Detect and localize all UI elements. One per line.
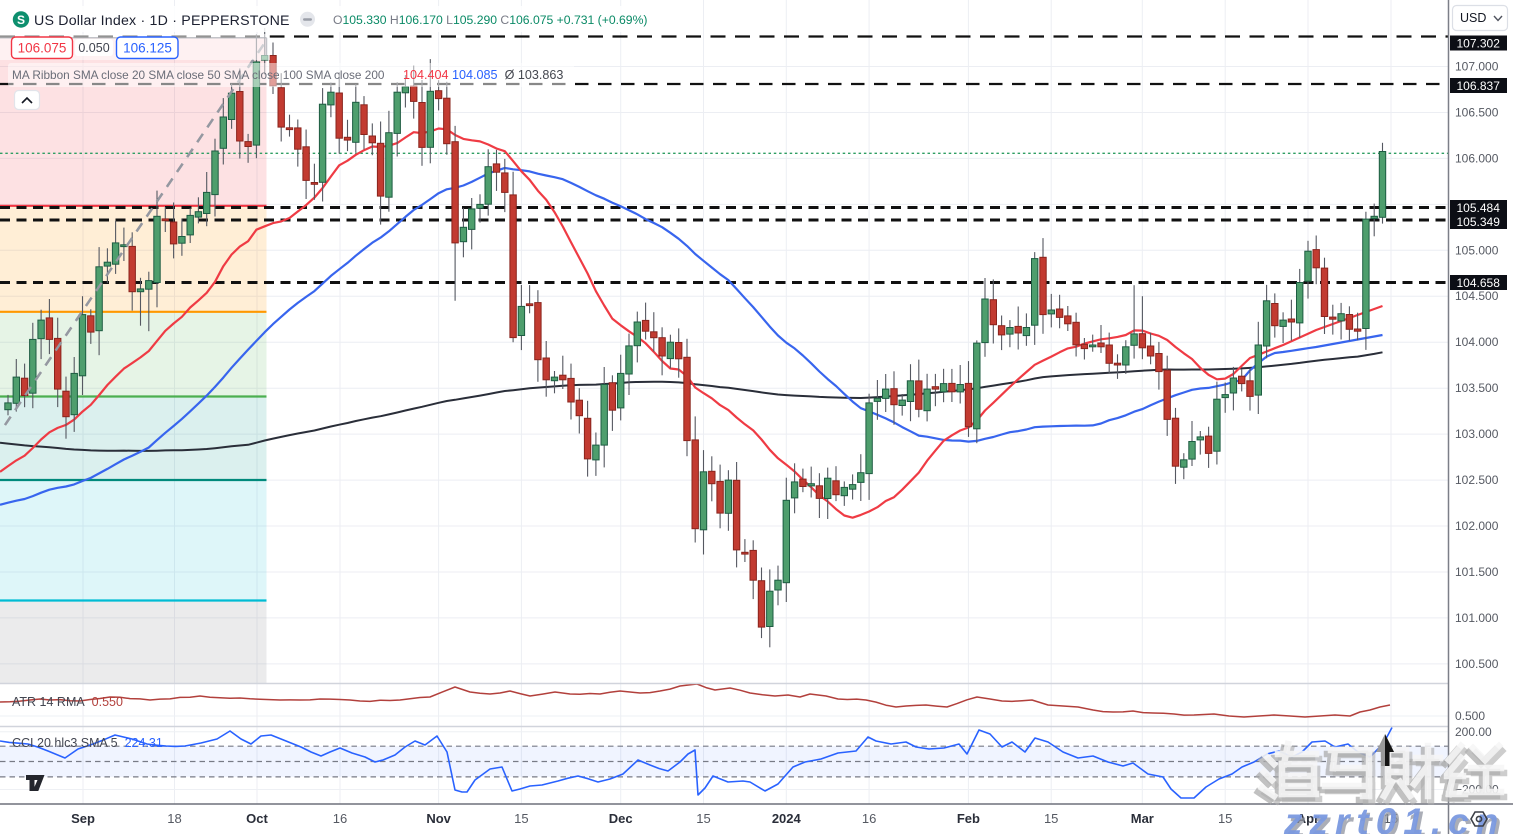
svg-text:S: S [17, 13, 25, 27]
svg-text:104.404 104.085 Ø 103.863: 104.404 104.085 Ø 103.863 [403, 68, 563, 82]
svg-text:Dec: Dec [609, 811, 633, 826]
svg-text:103.000: 103.000 [1455, 427, 1499, 441]
svg-text:106.075: 106.075 [18, 41, 67, 56]
svg-text:102.500: 102.500 [1455, 473, 1499, 487]
svg-text:15: 15 [1218, 811, 1232, 826]
svg-text:0.500: 0.500 [1455, 709, 1485, 723]
svg-text:MA Ribbon SMA close 20 SMA clo: MA Ribbon SMA close 20 SMA close 50 SMA … [12, 68, 385, 82]
svg-text:200.00: 200.00 [1455, 725, 1492, 739]
svg-text:16: 16 [333, 811, 347, 826]
svg-text:15: 15 [1044, 811, 1058, 826]
svg-text:15: 15 [1384, 811, 1398, 826]
svg-text:0.050: 0.050 [78, 41, 109, 55]
svg-text:Oct: Oct [246, 811, 268, 826]
svg-text:O105.330 H106.170 L105.290 C10: O105.330 H106.170 L105.290 C106.075 +0.7… [333, 13, 647, 27]
svg-text:zzrt01.cn: zzrt01.cn [1283, 801, 1505, 834]
svg-text:106.125: 106.125 [123, 41, 172, 56]
svg-text:101.500: 101.500 [1455, 565, 1499, 579]
svg-text:100.500: 100.500 [1455, 657, 1499, 671]
svg-text:105.484: 105.484 [1457, 201, 1501, 215]
svg-text:18: 18 [167, 811, 181, 826]
svg-text:15: 15 [696, 811, 710, 826]
svg-text:CCI 20 hlc3 SMA 5 224.31: CCI 20 hlc3 SMA 5 224.31 [12, 736, 163, 750]
svg-text:15: 15 [514, 811, 528, 826]
svg-text:107.000: 107.000 [1455, 60, 1499, 74]
svg-text:104.658: 104.658 [1457, 276, 1501, 290]
svg-text:16: 16 [862, 811, 876, 826]
svg-text:105.000: 105.000 [1455, 243, 1499, 257]
svg-text:106.000: 106.000 [1455, 151, 1499, 165]
svg-text:102.000: 102.000 [1455, 519, 1499, 533]
svg-text:Mar: Mar [1131, 811, 1154, 826]
svg-text:107.302: 107.302 [1457, 37, 1501, 51]
svg-text:2024: 2024 [772, 811, 802, 826]
svg-text:103.500: 103.500 [1455, 381, 1499, 395]
svg-text:ATR 14 RMA 0.550: ATR 14 RMA 0.550 [12, 695, 123, 709]
svg-text:105.349: 105.349 [1457, 215, 1501, 229]
svg-text:106.837: 106.837 [1457, 79, 1501, 93]
svg-text:Sep: Sep [71, 811, 95, 826]
svg-text:US Dollar Index · 1D · PEPPERS: US Dollar Index · 1D · PEPPERSTONE [34, 13, 290, 29]
svg-text:USD: USD [1460, 11, 1486, 25]
svg-text:Apr: Apr [1297, 811, 1319, 826]
svg-text:Feb: Feb [957, 811, 980, 826]
svg-text:Nov: Nov [426, 811, 451, 826]
svg-text:104.000: 104.000 [1455, 335, 1499, 349]
svg-text:zzrt01.cn: zzrt01.cn [1286, 804, 1508, 834]
svg-text:106.500: 106.500 [1455, 106, 1499, 120]
svg-text:104.500: 104.500 [1455, 289, 1499, 303]
svg-text:101.000: 101.000 [1455, 611, 1499, 625]
